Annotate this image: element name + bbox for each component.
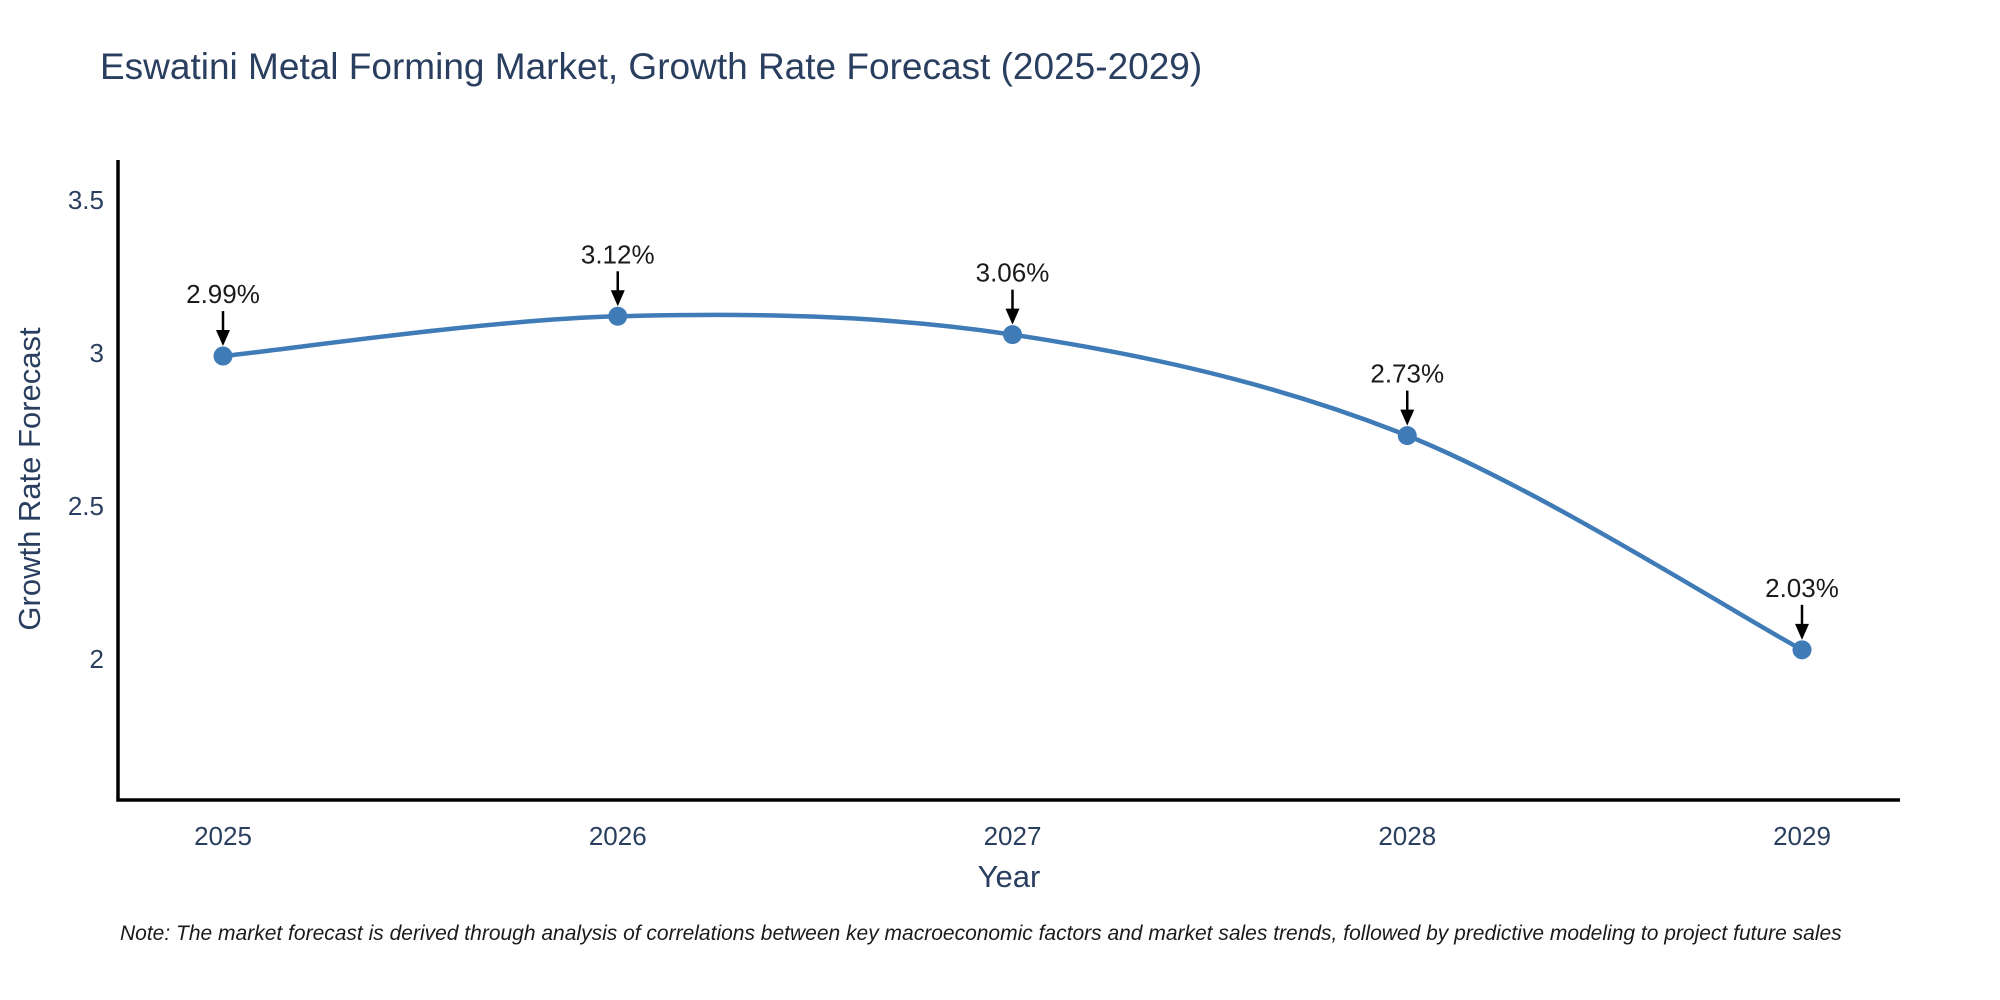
y-tick-label: 2.5 [68, 491, 104, 521]
point-value-label: 2.99% [186, 279, 260, 309]
annotation-arrow-head [610, 290, 625, 307]
point-value-label: 3.12% [581, 239, 655, 269]
y-tick-label: 3.5 [68, 185, 104, 215]
data-point-marker [1003, 325, 1022, 345]
annotation-arrow-head [1400, 409, 1415, 426]
y-axis-title: Growth Rate Forecast [12, 327, 47, 631]
x-tick-label: 2026 [589, 821, 647, 851]
data-point-marker [1397, 426, 1417, 446]
x-tick-label: 2027 [984, 821, 1042, 851]
chart-title: Eswatini Metal Forming Market, Growth Ra… [100, 46, 1203, 87]
point-value-label: 3.06% [976, 258, 1050, 288]
growth-rate-line-chart: 3.5 3 2.5 2 2025 2026 2027 2028 2029 2.99% 3.12% 3.… [68, 160, 1900, 851]
point-value-label: 2.73% [1370, 359, 1444, 389]
point-value-label: 2.03% [1765, 573, 1839, 603]
x-axis-title: Year [977, 859, 1041, 894]
data-point-marker [1792, 640, 1812, 660]
trend-line [220, 312, 1805, 653]
axis-lines [116, 160, 1900, 802]
y-tick-label: 2 [90, 644, 104, 674]
x-tick-label: 2029 [1773, 821, 1831, 851]
annotation-arrow-head [1795, 623, 1809, 640]
y-tick-label: 3 [90, 338, 104, 368]
data-point-marker [213, 346, 233, 366]
x-tick-label: 2028 [1378, 821, 1436, 851]
x-tick-label: 2025 [194, 821, 252, 851]
footnote: Note: The market forecast is derived thr… [120, 922, 1842, 945]
annotation-arrow-head [1005, 308, 1020, 325]
annotation-arrow-head [216, 330, 230, 347]
data-point-marker [608, 306, 628, 326]
